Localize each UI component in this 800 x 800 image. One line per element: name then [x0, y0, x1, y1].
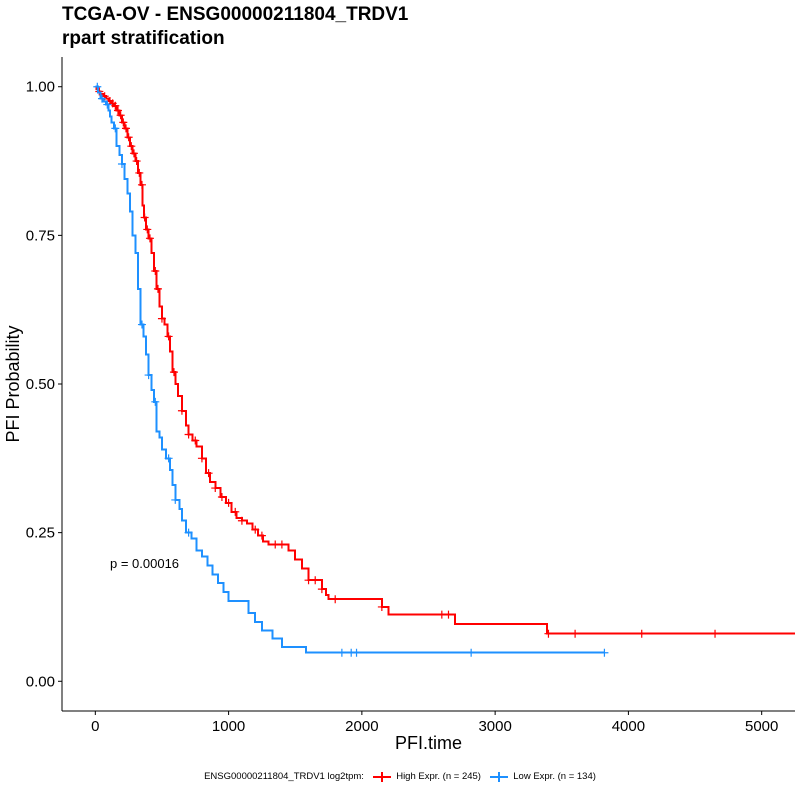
x-tick-label: 2000 [345, 718, 378, 735]
censor-mark-high [331, 595, 340, 604]
y-tick-label: 0.25 [26, 525, 55, 542]
legend-label-low: Low Expr. (n = 134) [513, 771, 596, 782]
y-axis-label: PFI Probability [3, 325, 23, 442]
censor-mark-high [145, 234, 154, 243]
chart-subtitle: rpart stratification [62, 28, 225, 49]
y-tick-label: 0.50 [26, 376, 55, 393]
censor-mark-high [191, 436, 200, 445]
x-tick-label: 0 [91, 718, 99, 735]
censor-mark-high [157, 314, 166, 323]
censor-mark-high [132, 157, 141, 166]
p-value-annotation: p = 0.00016 [110, 556, 179, 571]
censor-mark-high [711, 629, 720, 638]
censor-mark-high [129, 149, 138, 158]
censor-mark-high [127, 142, 136, 151]
survival-curves [93, 82, 795, 657]
legend-title: ENSG00000211804_TRDV1 log2tpm: [204, 771, 364, 782]
censor-mark-low [144, 371, 153, 380]
censor-mark-high [140, 213, 149, 222]
censor-mark-high [135, 168, 144, 177]
censor-mark-high [257, 531, 266, 540]
x-axis-label: PFI.time [395, 733, 462, 753]
censor-mark-high [137, 180, 146, 189]
censor-mark-high [169, 368, 178, 377]
censor-mark-high [224, 498, 233, 507]
censor-mark-high [153, 284, 162, 293]
y-tick-label: 0.00 [26, 673, 55, 690]
censor-mark-high [571, 629, 580, 638]
censor-mark-high [197, 454, 206, 463]
survival-curve-high [95, 85, 795, 635]
censor-mark-low [352, 648, 361, 657]
censor-mark-low [93, 82, 102, 91]
censor-mark-low [137, 320, 146, 329]
y-tick-label: 0.75 [26, 227, 55, 244]
censor-mark-high [177, 406, 186, 415]
censor-mark-high [311, 576, 320, 585]
censor-mark-low [117, 160, 126, 169]
x-tick-label: 3000 [478, 718, 511, 735]
censor-mark-high [121, 124, 130, 133]
censor-mark-high [444, 610, 453, 619]
legend-key-high [372, 771, 391, 782]
censor-mark-high [231, 507, 240, 516]
censor-mark-high [184, 430, 193, 439]
legend-label-high: High Expr. (n = 245) [396, 771, 481, 782]
censor-mark-high [111, 101, 120, 110]
censor-mark-high [151, 267, 160, 276]
x-tick-label: 1000 [212, 718, 245, 735]
censor-mark-high [124, 133, 133, 142]
axes: 0.00 0.25 0.50 0.75 1.00 0 1000 2000 3000 4000 500… [26, 57, 795, 735]
legend-key-low [489, 771, 508, 782]
censor-mark-low [337, 648, 346, 657]
censor-mark-high [544, 629, 553, 638]
censor-mark-high [143, 225, 152, 234]
censor-mark-low [184, 528, 193, 537]
x-tick-label: 4000 [612, 718, 645, 735]
censor-mark-low [467, 648, 476, 657]
censor-mark-low [103, 100, 112, 109]
censor-mark-high [277, 540, 286, 549]
censor-mark-low [97, 94, 106, 103]
censor-mark-high [211, 484, 220, 493]
survival-curve-low [95, 85, 605, 654]
censor-mark-high [95, 87, 104, 96]
censor-mark-low [600, 648, 609, 657]
censor-mark-high [377, 602, 386, 611]
censor-mark-high [237, 516, 246, 525]
censor-mark-high [116, 111, 125, 120]
censor-mark-high [317, 585, 326, 594]
x-tick-label: 5000 [745, 718, 778, 735]
censor-mark-low [111, 124, 120, 133]
censor-mark-high [113, 106, 122, 115]
censor-mark-low [151, 397, 160, 406]
y-tick-label: 1.00 [26, 79, 55, 96]
chart-title: TCGA-OV - ENSG00000211804_TRDV1 [62, 4, 409, 25]
survival-plot: 0.00 0.25 0.50 0.75 1.00 0 1000 2000 3000 4000 500… [3, 57, 795, 753]
censor-mark-high [119, 118, 128, 127]
censor-mark-high [217, 492, 226, 501]
censor-mark-high [204, 469, 213, 478]
censor-mark-low [171, 495, 180, 504]
censor-mark-high [251, 525, 260, 534]
legend: ENSG00000211804_TRDV1 log2tpm: High Expr… [0, 771, 800, 782]
censor-mark-high [637, 629, 646, 638]
censor-mark-low [164, 454, 173, 463]
censor-mark-high [164, 332, 173, 341]
